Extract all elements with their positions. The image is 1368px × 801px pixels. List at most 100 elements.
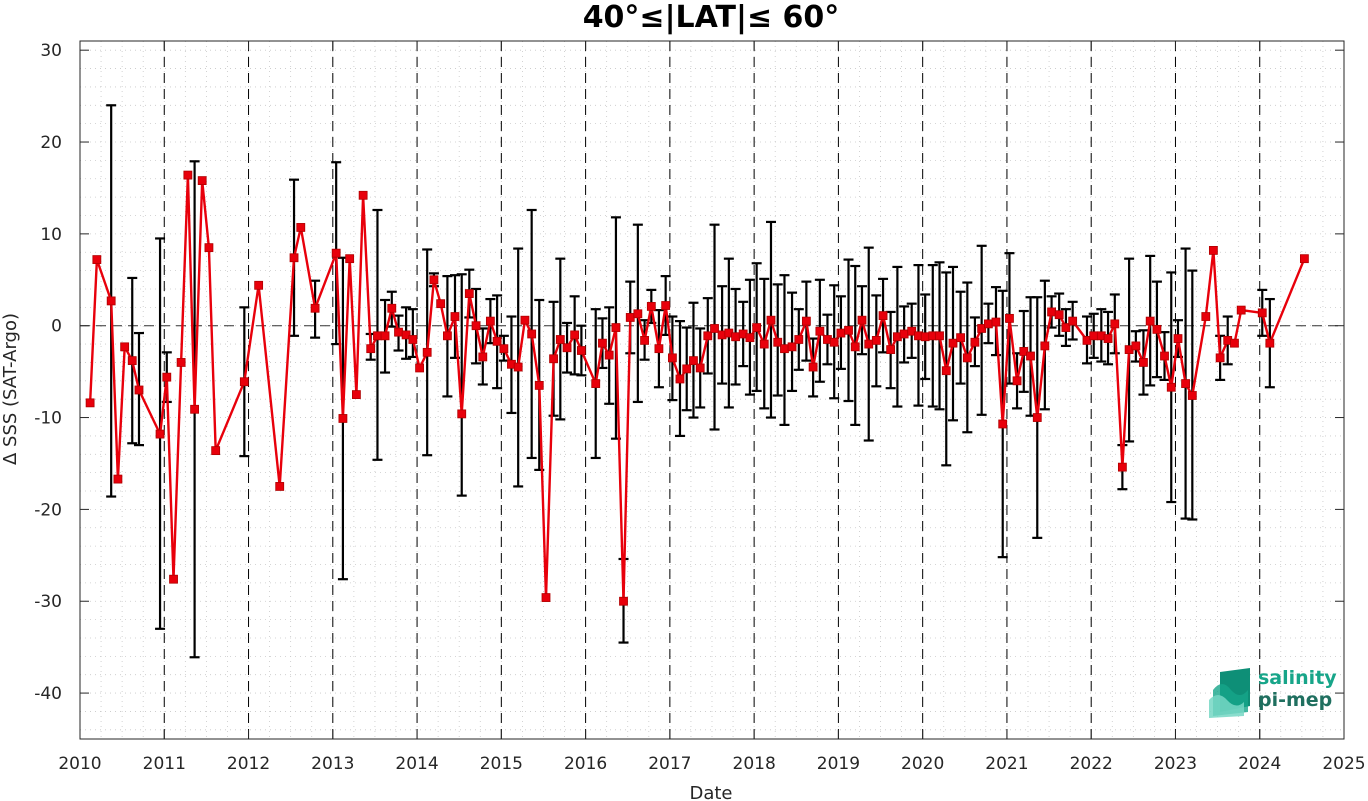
data-point — [239, 377, 249, 387]
data-point — [941, 366, 951, 376]
data-point — [570, 330, 580, 340]
salinity-pi-mep-logo: salinity pi-mep — [1209, 667, 1337, 718]
data-point — [864, 339, 874, 349]
data-point — [155, 429, 165, 439]
x-tick-label: 2014 — [395, 754, 438, 774]
data-point — [127, 356, 137, 366]
data-point — [695, 363, 705, 373]
data-point — [1215, 353, 1225, 363]
data-point — [956, 333, 965, 343]
data-point — [1145, 316, 1155, 326]
data-point — [351, 390, 361, 399]
x-tick-label: 2025 — [1322, 754, 1365, 774]
x-tick-label: 2022 — [1070, 754, 1113, 774]
y-tick-label: -10 — [34, 409, 62, 429]
data-point — [1110, 319, 1120, 329]
y-tick-labels: 30 20 10 0 -10 -20 -30 -40 — [34, 41, 62, 704]
axis-ticks — [79, 41, 1345, 739]
y-tick-label: -40 — [34, 684, 62, 704]
y-tick-label: 10 — [40, 225, 62, 245]
data-point — [661, 301, 671, 310]
data-point — [1181, 379, 1190, 388]
data-point — [380, 331, 390, 341]
data-point — [576, 346, 586, 355]
data-point — [646, 302, 656, 311]
data-point — [907, 326, 917, 336]
data-point — [120, 342, 130, 352]
data-point — [780, 344, 789, 354]
data-point — [113, 474, 123, 484]
data-point — [1139, 358, 1148, 367]
data-point — [513, 362, 523, 372]
data-point — [464, 289, 474, 298]
data-point — [555, 335, 565, 344]
data-point — [899, 329, 909, 339]
data-point — [1047, 307, 1056, 317]
data-point — [190, 404, 200, 414]
data-point — [345, 254, 355, 264]
data-point — [106, 296, 116, 306]
data-point — [296, 223, 306, 232]
data-point — [310, 303, 320, 313]
data-point — [436, 299, 446, 309]
data-point — [1236, 305, 1246, 315]
x-tick-label: 2018 — [733, 754, 776, 774]
data-point — [429, 275, 439, 285]
data-point — [640, 336, 649, 345]
data-point — [366, 344, 376, 354]
logo-text-salinity: salinity — [1258, 667, 1337, 689]
x-tick-label: 2015 — [480, 754, 523, 774]
data-point — [394, 327, 403, 337]
data-point — [654, 344, 664, 354]
data-point — [808, 362, 818, 372]
data-point — [176, 358, 186, 367]
y-tick-label: 20 — [40, 133, 62, 153]
data-point — [935, 331, 944, 341]
data-point — [731, 332, 740, 342]
data-point — [815, 326, 825, 336]
data-point — [920, 332, 930, 342]
data-point — [611, 323, 621, 332]
y-tick-label: 30 — [40, 41, 62, 61]
data-point — [204, 243, 214, 253]
data-point — [857, 315, 867, 325]
data-point — [970, 337, 980, 347]
data-point — [485, 316, 495, 326]
plot-frame — [79, 40, 1345, 740]
data-point — [1026, 351, 1035, 361]
data-point — [541, 593, 551, 602]
data-point — [689, 356, 698, 366]
data-point — [1166, 382, 1176, 392]
data-markers — [85, 170, 1309, 606]
x-tick-label: 2010 — [58, 754, 101, 774]
data-point — [1040, 341, 1050, 351]
data-point — [338, 414, 348, 423]
data-point — [948, 338, 958, 348]
data-point — [1019, 347, 1029, 356]
data-point — [766, 315, 776, 325]
data-point — [1230, 338, 1239, 348]
data-point — [443, 331, 452, 341]
data-point — [844, 325, 853, 335]
x-tick-label: 2016 — [564, 754, 607, 774]
data-point — [92, 255, 102, 264]
data-point — [415, 363, 424, 373]
data-point — [1201, 312, 1211, 321]
data-point — [183, 170, 193, 180]
x-tick-labels: 2010 2011 2012 2013 2014 2015 2016 2017 2018 2019… — [58, 754, 1365, 774]
data-point — [675, 374, 685, 384]
data-point — [520, 315, 530, 325]
data-point — [373, 331, 382, 341]
data-point — [871, 336, 881, 345]
data-point — [1208, 245, 1218, 255]
data-point — [682, 364, 692, 374]
data-point — [457, 409, 467, 419]
data-point — [1131, 341, 1141, 351]
data-point — [604, 350, 614, 360]
chart-title: 40°≤|LAT|≤ 60° — [583, 0, 840, 35]
logo-waves-icon — [1209, 668, 1250, 718]
data-point — [1117, 462, 1127, 472]
data-point — [983, 319, 993, 329]
x-tick-label: 2019 — [817, 754, 860, 774]
data-point — [977, 324, 987, 333]
